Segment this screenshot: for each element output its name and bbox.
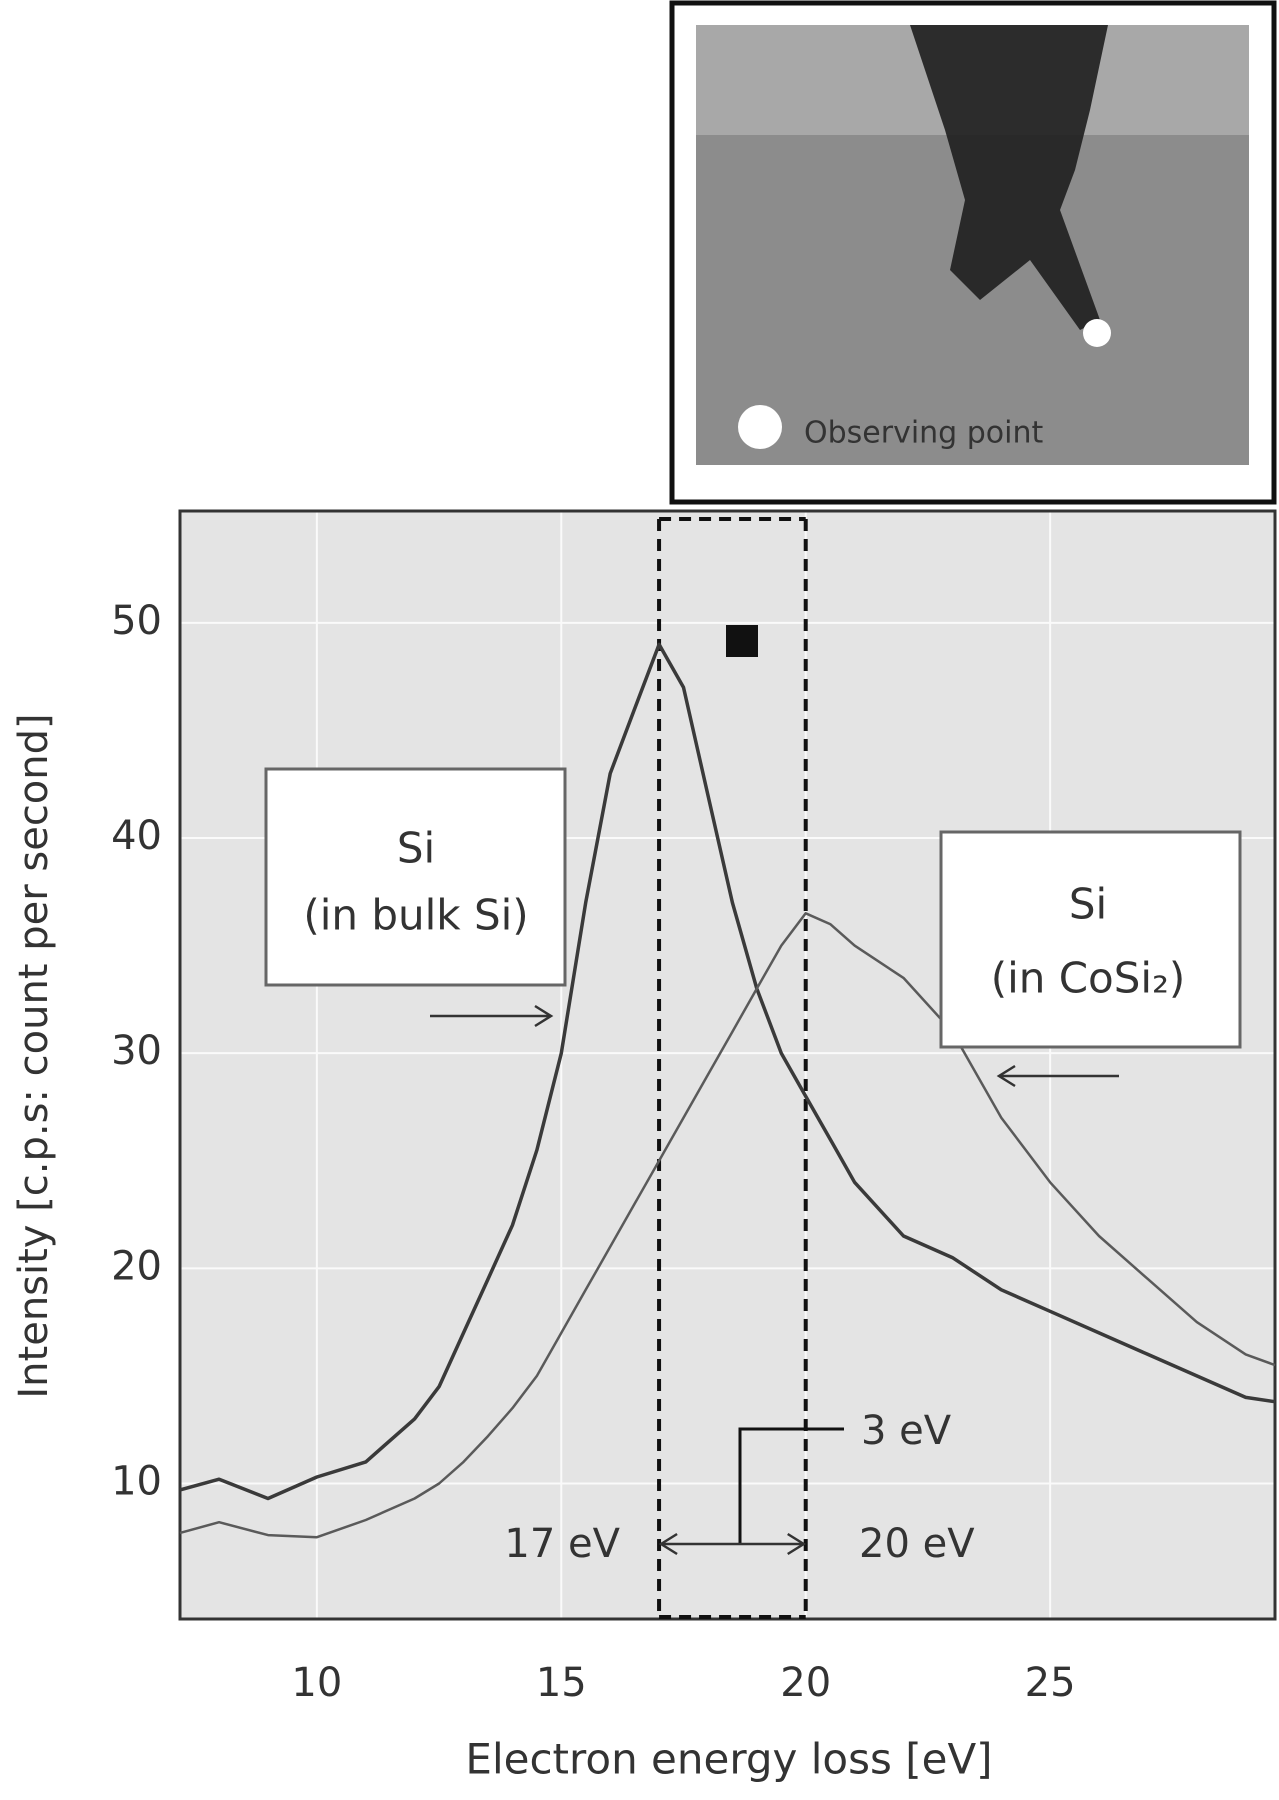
inset-point	[1083, 319, 1111, 347]
y-axis-label: Intensity [c.p.s: count per second]	[11, 713, 57, 1398]
x-axis-label: Electron energy loss [eV]	[465, 1735, 992, 1784]
arrow-head	[534, 1004, 554, 1028]
series-line	[179, 912, 1276, 1539]
annotation-text: (in bulk Si)	[303, 891, 528, 940]
y-tick-label: 20	[111, 1243, 162, 1289]
bracket	[738, 1427, 844, 1544]
y-tick-label: 30	[111, 1028, 162, 1074]
x-tick-label: 10	[291, 1660, 342, 1706]
annotation-text: 20 eV	[859, 1521, 975, 1567]
inset-legend-dot	[738, 405, 782, 449]
annotation-text: 17 eV	[504, 1521, 620, 1567]
annotation-text: (in CoSi₂)	[991, 954, 1186, 1003]
x-tick-label: 25	[1025, 1660, 1076, 1706]
window-marker	[726, 625, 758, 657]
inset-probe	[910, 25, 1108, 330]
arrow-head	[787, 1532, 807, 1556]
annotation-box	[939, 830, 1242, 1049]
arrow-head	[658, 1532, 678, 1556]
plot-background	[180, 511, 1275, 1619]
y-tick-label: 10	[111, 1458, 162, 1504]
x-tick-label: 20	[780, 1660, 831, 1706]
x-tick-label: 15	[536, 1660, 587, 1706]
y-tick-label: 50	[111, 598, 162, 644]
inset-label: Observing point	[804, 416, 1044, 451]
annotation-text: 3 eV	[861, 1408, 952, 1454]
series-line	[179, 642, 1276, 1501]
annotation-box	[264, 767, 567, 987]
y-tick-label: 40	[111, 813, 162, 859]
arrow-head	[996, 1064, 1016, 1088]
annotation-text: Si	[397, 824, 435, 873]
annotation-text: Si	[1069, 880, 1107, 929]
